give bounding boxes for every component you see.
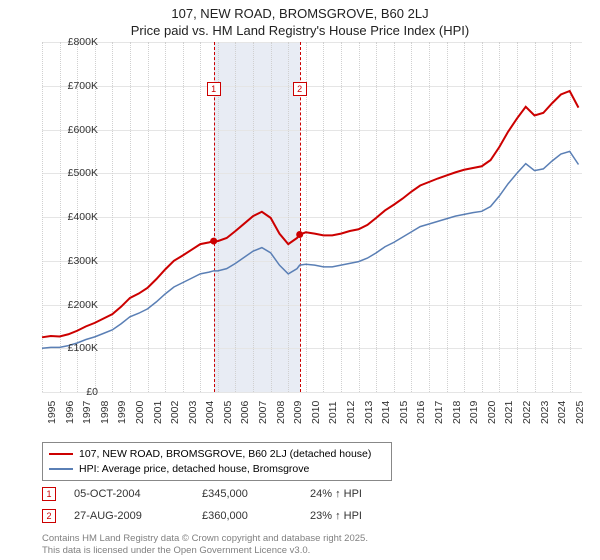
sale-info-row-2: 2 27-AUG-2009 £360,000 23% ↑ HPI [42, 509, 362, 523]
title-line-1: 107, NEW ROAD, BROMSGROVE, B60 2LJ [0, 6, 600, 23]
sale-date-1: 05-OCT-2004 [74, 488, 184, 500]
sale-date-2: 27-AUG-2009 [74, 510, 184, 522]
sale-vs-hpi-2: 23% ↑ HPI [310, 510, 362, 522]
plot-area: 12 [42, 42, 582, 392]
footer-line-2: This data is licensed under the Open Gov… [42, 545, 368, 556]
footer-line-1: Contains HM Land Registry data © Crown c… [42, 533, 368, 544]
legend-label-2: HPI: Average price, detached house, Brom… [79, 462, 309, 477]
sale-marker-2: 2 [42, 509, 56, 523]
sale-vs-hpi-1: 24% ↑ HPI [310, 488, 362, 500]
legend-label-1: 107, NEW ROAD, BROMSGROVE, B60 2LJ (deta… [79, 447, 371, 462]
sale-price-2: £360,000 [202, 510, 292, 522]
line-series-svg [42, 42, 582, 392]
sale-info-row-1: 1 05-OCT-2004 £345,000 24% ↑ HPI [42, 487, 362, 501]
sale-price-1: £345,000 [202, 488, 292, 500]
legend-row-1: 107, NEW ROAD, BROMSGROVE, B60 2LJ (deta… [49, 447, 385, 462]
legend-swatch-blue [49, 468, 73, 470]
sale-marker-1: 1 [42, 487, 56, 501]
chart-container: 107, NEW ROAD, BROMSGROVE, B60 2LJ Price… [0, 0, 600, 560]
legend-box: 107, NEW ROAD, BROMSGROVE, B60 2LJ (deta… [42, 442, 392, 481]
legend-row-2: HPI: Average price, detached house, Brom… [49, 462, 385, 477]
legend-swatch-red [49, 453, 73, 455]
footer-attribution: Contains HM Land Registry data © Crown c… [42, 533, 368, 556]
